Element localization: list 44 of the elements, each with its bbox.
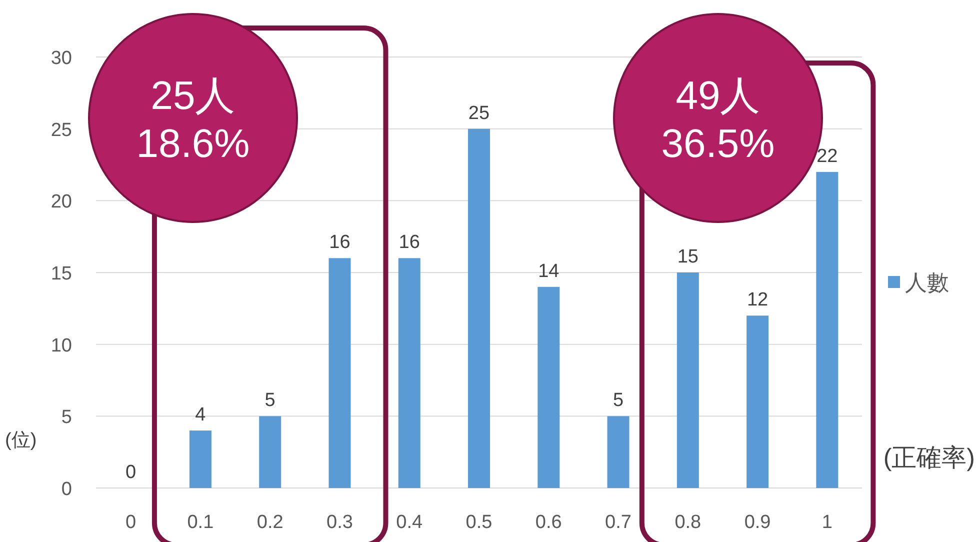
y-tick-label: 20: [50, 192, 72, 213]
y-tick-label: 30: [50, 48, 72, 69]
y-tick-label: 25: [50, 120, 72, 141]
x-tick-label: 0.5: [466, 512, 492, 533]
data-label: 5: [612, 390, 624, 412]
data-label: 12: [746, 290, 768, 311]
x-axis-title: (正確率): [883, 444, 975, 472]
bar: [468, 128, 490, 488]
x-tick-label: 0.6: [535, 512, 562, 533]
x-tick-label: 1: [822, 512, 832, 533]
bar: [398, 258, 420, 488]
data-label: 16: [398, 232, 420, 254]
data-label: 25: [468, 102, 490, 124]
x-tick-label: 0.7: [605, 512, 632, 533]
data-label: 5: [264, 390, 276, 412]
x-tick-label: 0.3: [326, 512, 353, 533]
y-tick-label: 0: [61, 479, 72, 500]
bar: [259, 416, 282, 488]
bar: [538, 286, 560, 488]
data-label: 16: [329, 232, 350, 254]
y-tick-label: 10: [50, 335, 72, 356]
x-tick-label: 0.9: [744, 512, 771, 533]
x-tick-label: 0.4: [396, 512, 423, 533]
bar: [676, 272, 699, 488]
annotation: 25人 18.6%: [136, 74, 250, 166]
bar: [607, 416, 630, 488]
x-tick-label: 0.2: [256, 512, 284, 533]
legend-label: 人數: [905, 270, 949, 295]
bar: [328, 258, 351, 488]
x-tick-label: 0.8: [674, 512, 702, 533]
x-tick-label: 0.1: [187, 512, 214, 533]
data-label: 14: [538, 260, 560, 282]
bar: [746, 316, 769, 488]
data-label: 22: [816, 146, 838, 167]
y-tick-label: 15: [50, 264, 72, 284]
data-label: 0: [126, 462, 136, 483]
data-label: 15: [677, 246, 698, 268]
annotation: 49人 36.5%: [661, 74, 775, 166]
y-axis-title: (位): [5, 430, 37, 451]
bar: [189, 430, 212, 488]
x-tick-label: 0: [126, 512, 136, 533]
data-label: 4: [195, 404, 206, 426]
bar: [816, 172, 838, 488]
y-tick-label: 5: [61, 407, 72, 428]
